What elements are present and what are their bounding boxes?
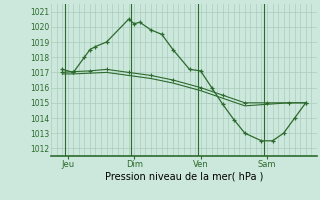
X-axis label: Pression niveau de la mer( hPa ): Pression niveau de la mer( hPa ) <box>105 172 263 182</box>
